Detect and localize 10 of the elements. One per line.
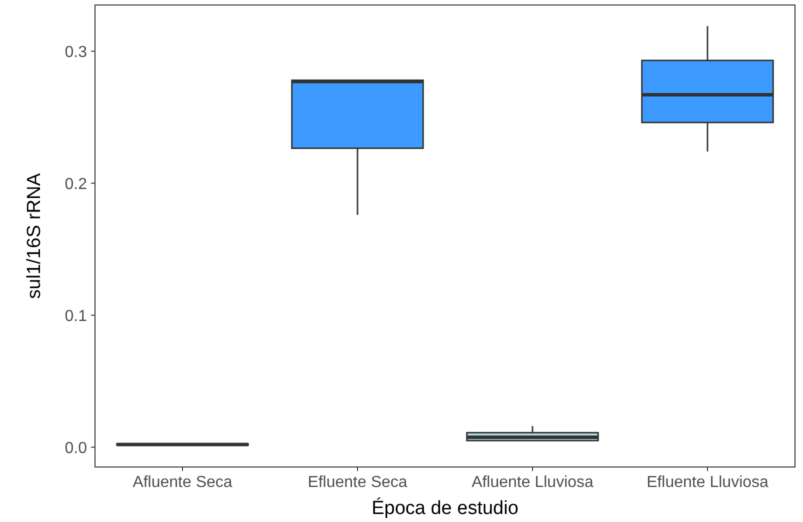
y-tick-label: 0.0 [64,440,88,457]
x-axis-title: Época de estudio [372,497,518,519]
x-tick-label: Afluente Lluviosa [472,474,594,491]
y-tick-label: 0.3 [64,44,88,61]
x-tick-label: Efluente Lluviosa [646,474,769,491]
y-axis-title: sul1/16S rRNA [24,172,45,299]
y-tick-label: 0.2 [64,176,88,193]
y-tick-label: 0.1 [64,308,88,325]
x-tick-label: Efluente Seca [308,474,408,491]
x-tick-label: Afluente Seca [132,474,232,491]
